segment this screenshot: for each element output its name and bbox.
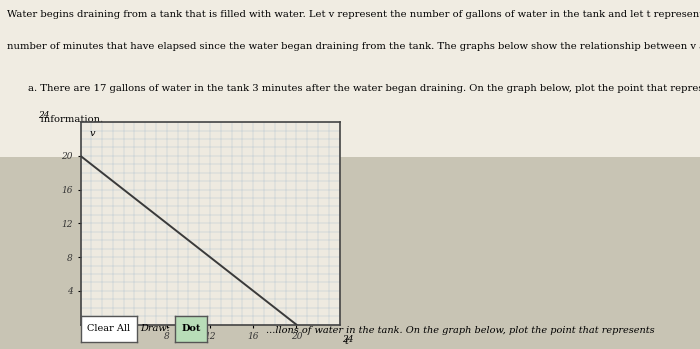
Text: Dot: Dot [181, 325, 200, 333]
Text: t: t [344, 337, 349, 346]
FancyBboxPatch shape [0, 0, 700, 157]
Text: number of minutes that have elapsed since the water began draining from the tank: number of minutes that have elapsed sinc… [7, 42, 700, 51]
Text: Water begins draining from a tank that is filled with water. Let v represent the: Water begins draining from a tank that i… [7, 10, 700, 20]
Text: ...llons of water in the tank. On the graph below, plot the point that represent: ...llons of water in the tank. On the gr… [266, 326, 654, 335]
Text: 24: 24 [342, 335, 354, 344]
Text: information.: information. [28, 115, 104, 124]
Text: a. There are 17 gallons of water in the tank 3 minutes after the water began dra: a. There are 17 gallons of water in the … [28, 84, 700, 93]
Text: 24: 24 [38, 111, 50, 120]
Text: Draw:: Draw: [140, 324, 170, 333]
Text: v: v [89, 129, 95, 138]
Text: Clear All: Clear All [87, 325, 130, 333]
